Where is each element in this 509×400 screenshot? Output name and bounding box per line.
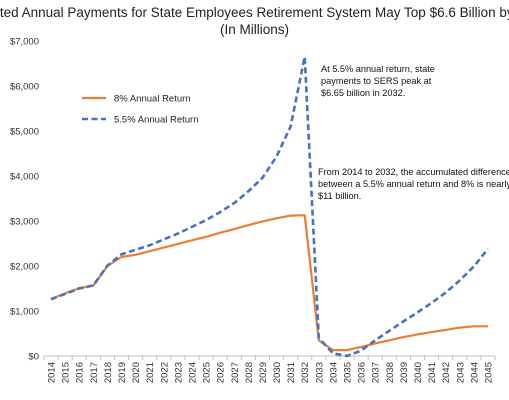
x-tick-label: 2015	[61, 362, 72, 383]
annotation-peak-line-2: payments to SERS peak at	[321, 76, 432, 86]
x-tick-label: 2044	[469, 362, 480, 383]
x-tick-label: 2031	[286, 362, 297, 383]
x-tick-label: 2017	[89, 362, 100, 383]
plot-area	[50, 55, 490, 358]
x-tick-label: 2022	[159, 362, 170, 383]
annotation-difference-line-3: $11 billion.	[318, 191, 361, 201]
x-tick-label: 2038	[385, 362, 396, 383]
x-tick-label: 2020	[131, 362, 142, 383]
y-tick-label: $2,000	[10, 262, 39, 273]
x-tick-label: 2029	[258, 362, 269, 383]
annotation-difference-line-1: From 2014 to 2032, the accumulated diffe…	[318, 167, 509, 177]
y-tick-label: $6,000	[10, 82, 39, 93]
y-tick-label: $5,000	[10, 127, 39, 138]
x-tick-label: 2026	[216, 362, 227, 383]
x-tick-label: 2023	[173, 362, 184, 383]
x-tick-label: 2042	[441, 362, 452, 383]
x-tick-label: 2019	[117, 362, 128, 383]
x-tick-label: 2018	[103, 362, 114, 383]
x-tick-label: 2024	[187, 362, 198, 383]
y-tick-label: $7,000	[10, 37, 39, 48]
x-tick-label: 2040	[413, 362, 424, 383]
annotation-peak-line-3: $6.65 billion in 2032.	[321, 88, 405, 98]
y-tick-label: $4,000	[10, 172, 39, 183]
chart-title: Projected Annual Payments for State Empl…	[0, 5, 509, 20]
legend-label-5-5pct: 5.5% Annual Return	[114, 115, 199, 126]
x-axis: 2014 2015 2016 2017 2018 2019 2020 2021 2022 2023…	[43, 355, 496, 383]
y-axis: $0 $1,000 $2,000 $3,000 $4,000 $5,000 $6,000 $7…	[10, 37, 39, 363]
x-tick-label: 2036	[357, 362, 368, 383]
y-tick-label: $1,000	[10, 307, 39, 318]
x-tick-label: 2045	[483, 362, 494, 383]
x-tick-label: 2030	[272, 362, 283, 383]
x-tick-label: 2028	[244, 362, 255, 383]
x-tick-label: 2014	[47, 362, 58, 383]
legend: 8% Annual Return 5.5% Annual Return	[82, 94, 199, 126]
series-line-8pct	[50, 214, 488, 352]
y-tick-label: $3,000	[10, 217, 39, 228]
annotation-peak-line-1: At 5.5% annual return, state	[321, 64, 435, 74]
x-tick-label: 2039	[399, 362, 410, 383]
x-tick-label: 2032	[300, 362, 311, 383]
x-tick-label: 2041	[427, 362, 438, 383]
legend-label-8pct: 8% Annual Return	[114, 94, 191, 105]
x-tick-label: 2027	[230, 362, 241, 383]
chart-subtitle: (In Millions)	[220, 22, 289, 37]
x-tick-label: 2021	[145, 362, 156, 383]
x-tick-label: 2025	[202, 362, 213, 383]
x-tick-label: 2037	[371, 362, 382, 383]
x-tick-label: 2033	[314, 362, 325, 383]
annotation-difference-line-2: between a 5.5% annual return and 8% is n…	[318, 179, 509, 189]
y-tick-label: $0	[28, 352, 39, 363]
series-line-5-5pct	[50, 55, 490, 358]
x-tick-label: 2035	[343, 362, 354, 383]
x-tick-label: 2016	[75, 362, 86, 383]
x-tick-label: 2034	[328, 362, 339, 383]
annotation-difference: From 2014 to 2032, the accumulated diffe…	[318, 167, 509, 201]
annotation-peak: At 5.5% annual return, state payments to…	[321, 64, 435, 98]
x-tick-label: 2043	[455, 362, 466, 383]
legend-item-8pct: 8% Annual Return	[82, 94, 191, 105]
legend-item-5-5pct: 5.5% Annual Return	[82, 115, 199, 126]
